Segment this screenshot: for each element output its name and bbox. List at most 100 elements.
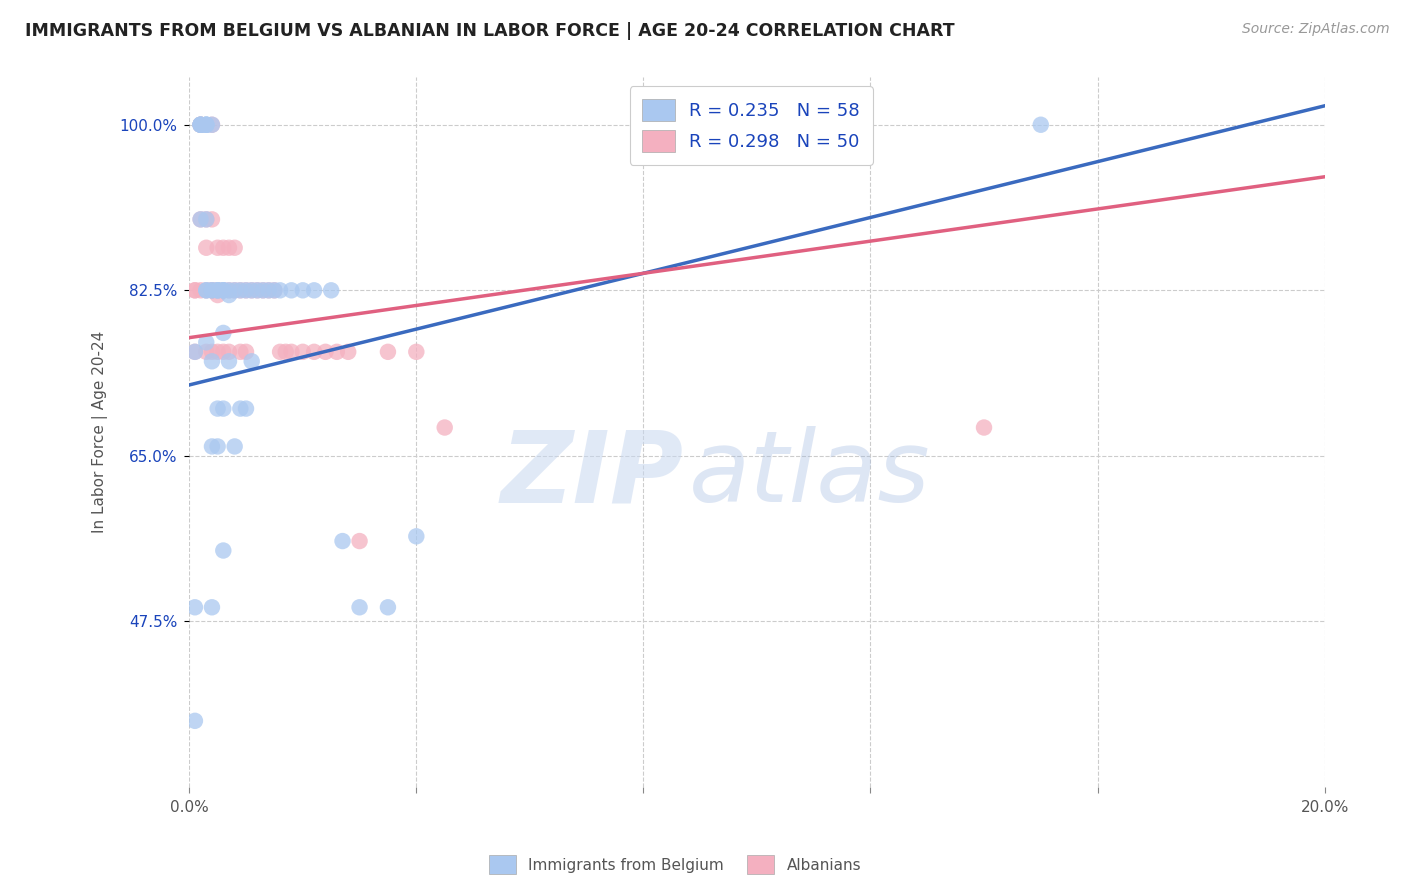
Point — [195, 283, 218, 297]
Point — [257, 283, 280, 297]
Point — [195, 241, 218, 255]
Point — [229, 344, 252, 359]
Point — [269, 344, 291, 359]
Point — [207, 283, 229, 297]
Point — [252, 283, 274, 297]
Point — [201, 212, 224, 227]
Point — [263, 283, 285, 297]
Point — [212, 283, 235, 297]
Text: atlas: atlas — [689, 426, 931, 524]
Point — [269, 283, 291, 297]
Point — [252, 283, 274, 297]
Point — [218, 354, 240, 368]
Point — [212, 283, 235, 297]
Point — [207, 439, 229, 453]
Point — [195, 118, 218, 132]
Point — [207, 283, 229, 297]
Point — [218, 241, 240, 255]
Point — [195, 212, 218, 227]
Point — [201, 118, 224, 132]
Point — [315, 344, 337, 359]
Point — [433, 420, 456, 434]
Point — [184, 283, 207, 297]
Point — [190, 118, 212, 132]
Point — [195, 344, 218, 359]
Point — [263, 283, 285, 297]
Point — [184, 283, 207, 297]
Point — [195, 283, 218, 297]
Point — [207, 283, 229, 297]
Point — [218, 283, 240, 297]
Point — [190, 118, 212, 132]
Text: Source: ZipAtlas.com: Source: ZipAtlas.com — [1241, 22, 1389, 37]
Point — [195, 118, 218, 132]
Point — [291, 283, 314, 297]
Legend: R = 0.235   N = 58, R = 0.298   N = 50: R = 0.235 N = 58, R = 0.298 N = 50 — [630, 87, 873, 165]
Point — [229, 401, 252, 416]
Point — [184, 600, 207, 615]
Point — [212, 543, 235, 558]
Point — [235, 344, 257, 359]
Point — [218, 283, 240, 297]
Point — [302, 344, 325, 359]
Y-axis label: In Labor Force | Age 20-24: In Labor Force | Age 20-24 — [93, 331, 108, 533]
Point — [235, 401, 257, 416]
Point — [207, 344, 229, 359]
Point — [190, 212, 212, 227]
Text: IMMIGRANTS FROM BELGIUM VS ALBANIAN IN LABOR FORCE | AGE 20-24 CORRELATION CHART: IMMIGRANTS FROM BELGIUM VS ALBANIAN IN L… — [25, 22, 955, 40]
Point — [207, 241, 229, 255]
Point — [274, 344, 297, 359]
Point — [224, 283, 246, 297]
Point — [235, 283, 257, 297]
Point — [377, 600, 399, 615]
Point — [229, 283, 252, 297]
Point — [212, 326, 235, 340]
Point — [184, 344, 207, 359]
Point — [377, 344, 399, 359]
Text: ZIP: ZIP — [501, 426, 683, 524]
Point — [240, 283, 263, 297]
Point — [201, 354, 224, 368]
Point — [405, 344, 427, 359]
Point — [321, 283, 343, 297]
Point — [212, 241, 235, 255]
Point — [218, 288, 240, 302]
Point — [280, 344, 302, 359]
Point — [190, 283, 212, 297]
Point — [190, 212, 212, 227]
Point — [246, 283, 269, 297]
Point — [224, 283, 246, 297]
Point — [201, 439, 224, 453]
Point — [195, 118, 218, 132]
Point — [207, 283, 229, 297]
Point — [201, 118, 224, 132]
Point — [280, 283, 302, 297]
Point — [973, 420, 995, 434]
Point — [235, 283, 257, 297]
Point — [212, 401, 235, 416]
Point — [240, 354, 263, 368]
Point — [332, 534, 354, 549]
Point — [190, 118, 212, 132]
Point — [190, 118, 212, 132]
Point — [224, 241, 246, 255]
Point — [212, 283, 235, 297]
Point — [190, 118, 212, 132]
Point — [190, 118, 212, 132]
Point — [201, 283, 224, 297]
Point — [207, 288, 229, 302]
Point — [1029, 118, 1052, 132]
Point — [201, 600, 224, 615]
Point — [229, 283, 252, 297]
Point — [195, 212, 218, 227]
Point — [240, 283, 263, 297]
Point — [195, 335, 218, 350]
Point — [184, 344, 207, 359]
Point — [326, 344, 349, 359]
Point — [212, 283, 235, 297]
Point — [224, 439, 246, 453]
Point — [302, 283, 325, 297]
Point — [291, 344, 314, 359]
Point — [201, 344, 224, 359]
Point — [212, 344, 235, 359]
